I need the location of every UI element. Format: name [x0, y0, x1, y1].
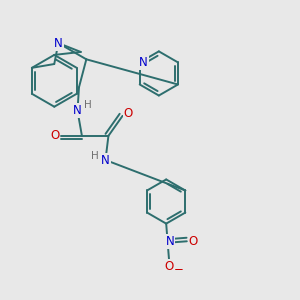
Text: O: O [189, 235, 198, 248]
Text: O: O [50, 129, 59, 142]
Text: N: N [73, 104, 82, 117]
Text: O: O [164, 260, 174, 273]
Text: H: H [84, 100, 92, 110]
Text: O: O [124, 107, 133, 120]
Text: H: H [91, 151, 99, 160]
Text: N: N [54, 37, 63, 50]
Text: −: − [174, 263, 184, 276]
Text: N: N [166, 236, 174, 248]
Text: N: N [101, 154, 110, 166]
Text: N: N [139, 56, 148, 69]
